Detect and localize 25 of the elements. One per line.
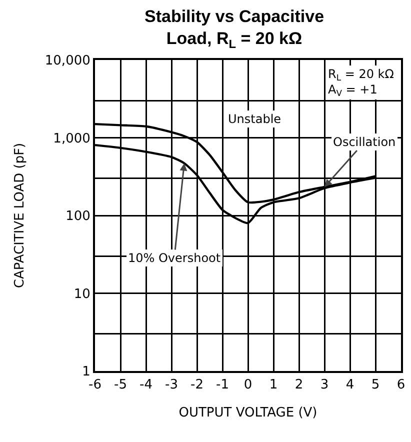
annotation: Oscillation [333,135,396,149]
x-tick-label: -5 [114,378,127,393]
annotation: R$_{L}$ = 20 kΩ A$_{V}$ = +1 [328,67,394,98]
x-tick-label: 0 [244,378,252,393]
x-axis-title: OUTPUT VOLTAGE (V) [178,406,318,421]
y-tick-label: 1 [82,364,90,380]
y-tick-label: 100 [66,209,90,224]
x-tick-label: -2 [190,378,204,393]
annotation: 10% Overshoot [128,251,221,265]
x-tick-label: 1 [269,378,278,393]
x-tick-label: 3 [320,378,329,393]
x-tick-label: 2 [294,378,304,393]
chart-title: Stability vs Capacitive Load, R$_{L}$ = 20 kΩ [144,7,324,51]
x-tick-label: -4 [140,378,152,393]
y-tick-label: 10,000 [44,54,90,69]
x-tick-label: 6 [396,378,406,393]
x-tick-label: -1 [216,378,229,393]
x-tick-label: -6 [88,378,102,393]
annotation: Unstable [228,112,282,126]
x-tick-label: -3 [165,378,178,393]
x-tick-label: 4 [346,378,354,393]
x-tick-label: 5 [371,378,380,393]
y-axis-title: CAPACITIVE LOAD (pF) [12,142,28,288]
y-tick-label: 10 [74,286,90,302]
y-tick-label: 1,000 [53,131,90,146]
